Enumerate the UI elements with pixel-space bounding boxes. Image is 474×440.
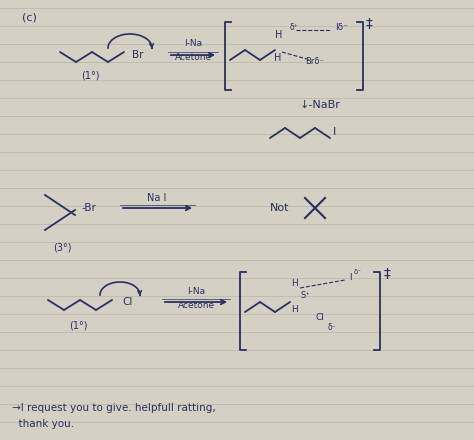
Text: I-Na: I-Na [187,287,205,297]
Text: H: H [275,30,283,40]
Text: I: I [333,127,337,137]
Text: δ⁻: δ⁻ [328,323,337,333]
Text: →I request you to give. helpfull ratting,: →I request you to give. helpfull ratting… [12,403,216,413]
Text: Na I: Na I [147,193,167,203]
Text: S⁺: S⁺ [300,290,310,300]
Text: Br: Br [132,50,144,60]
Text: H: H [292,305,298,315]
Text: I-Na: I-Na [184,40,202,48]
Text: H: H [292,279,298,289]
Text: H: H [274,53,282,63]
Text: Acetone: Acetone [174,52,211,62]
Text: (c): (c) [22,13,37,23]
Text: Not: Not [270,203,290,213]
Text: ‡: ‡ [383,267,391,281]
Text: (1°): (1°) [69,320,87,330]
Text: (3°): (3°) [53,243,71,253]
Text: Acetone: Acetone [177,301,215,309]
Text: Cl: Cl [122,297,132,307]
Text: Iδ⁻: Iδ⁻ [335,23,348,33]
Text: (1°): (1°) [81,70,99,80]
Text: Brδ⁻: Brδ⁻ [306,58,324,66]
Text: thank you.: thank you. [12,419,74,429]
Text: δ⁻: δ⁻ [354,269,362,275]
Text: Cl: Cl [316,313,324,323]
Text: ‡: ‡ [365,17,373,31]
Text: ↓-NaBr: ↓-NaBr [300,100,340,110]
Text: I: I [349,272,351,282]
Text: -Br: -Br [82,203,97,213]
Text: δ⁺: δ⁺ [290,23,299,33]
